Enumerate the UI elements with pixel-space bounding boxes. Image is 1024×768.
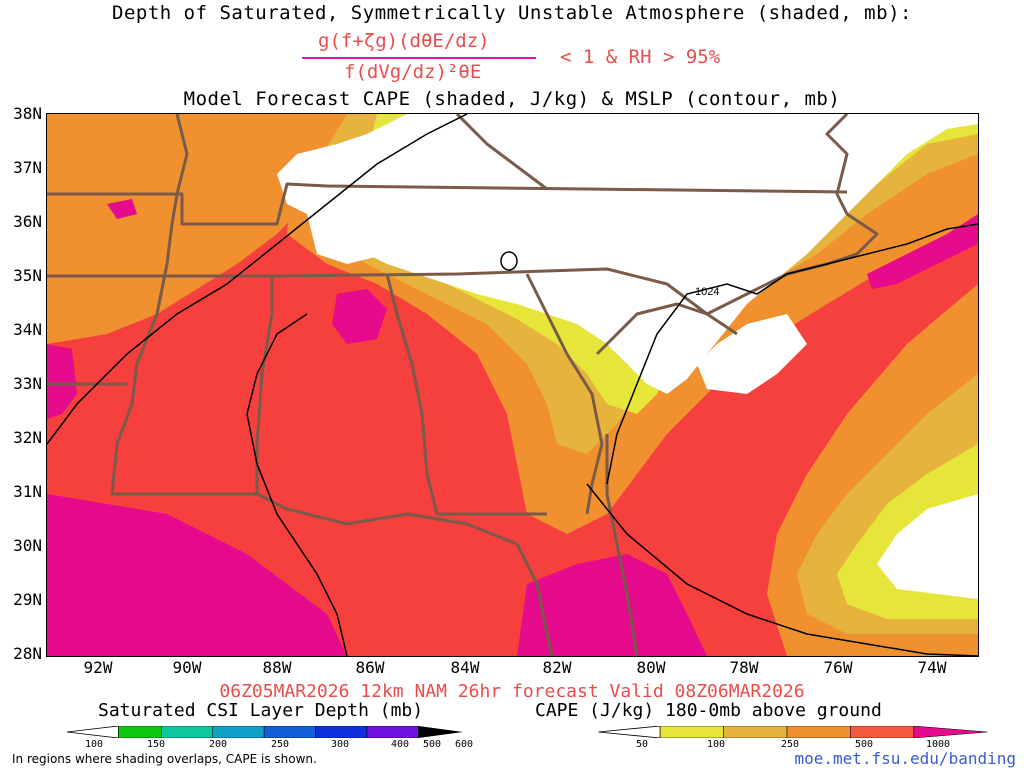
- cape-white-interior: [277, 114, 978, 394]
- isobar-1024: [606, 223, 978, 485]
- cape-tick: 1000: [925, 739, 951, 750]
- cape-colorbar-swatch: [786, 726, 851, 738]
- cape-colorbar: [598, 726, 988, 738]
- cape-magenta-gulfstream: [867, 214, 978, 289]
- forecast-map: 1024: [46, 113, 979, 657]
- cape-colorbar-title: CAPE (J/kg) 180-0mb above ground: [535, 700, 882, 721]
- csi-colorbar: [66, 726, 463, 738]
- csi-colorbar-swatch: [118, 726, 162, 738]
- lon-label: 80W: [636, 658, 666, 677]
- border-va-wv: [455, 114, 548, 191]
- lat-label: 31N: [13, 482, 42, 501]
- formula-denominator: f(dVg/dz)²θE: [344, 61, 482, 83]
- cape-tick: 500: [854, 739, 874, 750]
- csi-tick: 250: [270, 739, 290, 750]
- isobar-small-closed: [500, 251, 518, 271]
- isobar-northwest: [47, 114, 468, 445]
- csi-colorbar-arrow-right: [418, 726, 463, 738]
- cape-colorbar-arrow-right: [913, 726, 988, 738]
- mslp-contours: [47, 114, 978, 656]
- cape-tick: 50: [635, 739, 649, 750]
- formula-condition: < 1 & RH > 95%: [560, 46, 721, 68]
- csi-colorbar-swatch: [263, 726, 316, 738]
- chart-title-line1: Depth of Saturated, Symmetrically Unstab…: [112, 2, 912, 24]
- csi-tick: 500: [422, 739, 442, 750]
- forecast-valid-line: 06Z05MAR2026 12km NAM 26hr forecast Vali…: [219, 681, 805, 702]
- chart-title-line3: Model Forecast CAPE (shaded, J/kg) & MSL…: [183, 88, 841, 110]
- border-ky-tn: [47, 182, 848, 226]
- lat-label: 35N: [13, 266, 42, 285]
- map-canvas: 1024: [47, 114, 978, 656]
- lon-label: 82W: [542, 658, 572, 677]
- csi-tick: 400: [390, 739, 410, 750]
- isobar-gulf: [246, 313, 348, 656]
- csi-colorbar-swatch: [212, 726, 265, 738]
- cape-magenta-arkansas: [47, 344, 77, 419]
- cape-colorbar-swatch: [850, 726, 915, 738]
- lon-label: 86W: [355, 658, 385, 677]
- lon-label: 84W: [450, 658, 480, 677]
- lon-label: 74W: [917, 658, 947, 677]
- cape-colorbar-swatch: [659, 726, 724, 738]
- cape-magenta-gulf-west: [47, 494, 347, 656]
- cape-magenta-small: [107, 199, 137, 219]
- lon-label: 92W: [83, 658, 113, 677]
- border-mississippi-river: [110, 114, 257, 496]
- csi-colorbar-swatch: [366, 726, 419, 738]
- formula-numerator: g(f+ζg)(dθE/dz): [318, 30, 490, 52]
- cape-white-tn: [307, 204, 387, 264]
- state-borders: [47, 114, 879, 656]
- credit-link[interactable]: moe.met.fsu.edu/banding: [794, 749, 1016, 768]
- lon-label: 78W: [729, 658, 759, 677]
- cape-white-nc-coast: [697, 314, 807, 394]
- csi-tick: 100: [84, 739, 104, 750]
- lat-label: 30N: [13, 536, 42, 555]
- csi-tick: 300: [330, 739, 350, 750]
- lat-label: 29N: [13, 590, 42, 609]
- lat-label: 36N: [13, 212, 42, 231]
- csi-colorbar-title: Saturated CSI Layer Depth (mb): [98, 700, 424, 721]
- border-al-ga: [385, 273, 547, 516]
- cape-magenta-gulf-east: [517, 554, 707, 656]
- formula-fraction-bar: [302, 57, 536, 59]
- lat-label: 34N: [13, 320, 42, 339]
- isobar-southeast: [586, 483, 978, 656]
- cape-white-ocean: [877, 494, 978, 599]
- lat-label: 38N: [13, 104, 42, 123]
- csi-colorbar-swatch: [315, 726, 368, 738]
- coast-gulf: [286, 507, 554, 656]
- cape-colorbar-swatch: [723, 726, 788, 738]
- coast-carolinas: [595, 114, 879, 356]
- cape-colorbar-arrow-left: [598, 726, 661, 738]
- border-ga-sc: [525, 273, 604, 515]
- lat-label: 37N: [13, 158, 42, 177]
- border-ms-al: [255, 276, 288, 511]
- csi-tick: 600: [454, 739, 474, 750]
- lon-label: 88W: [262, 658, 292, 677]
- csi-tick: 200: [208, 739, 228, 750]
- coast-florida-atlantic: [605, 434, 639, 656]
- lon-label: 76W: [823, 658, 853, 677]
- csi-tick: 150: [146, 739, 166, 750]
- cape-tick: 250: [780, 739, 800, 750]
- lat-label: 28N: [13, 644, 42, 663]
- cape-tick: 100: [706, 739, 726, 750]
- isobar-label: 1024: [695, 286, 719, 298]
- lat-label: 32N: [13, 428, 42, 447]
- footnote: In regions where shading overlaps, CAPE …: [12, 752, 317, 766]
- cape-magenta-alabama: [332, 289, 387, 344]
- lat-label: 33N: [13, 374, 42, 393]
- csi-colorbar-swatch: [161, 726, 213, 738]
- csi-colorbar-arrow-left: [66, 726, 119, 738]
- lon-label: 90W: [172, 658, 202, 677]
